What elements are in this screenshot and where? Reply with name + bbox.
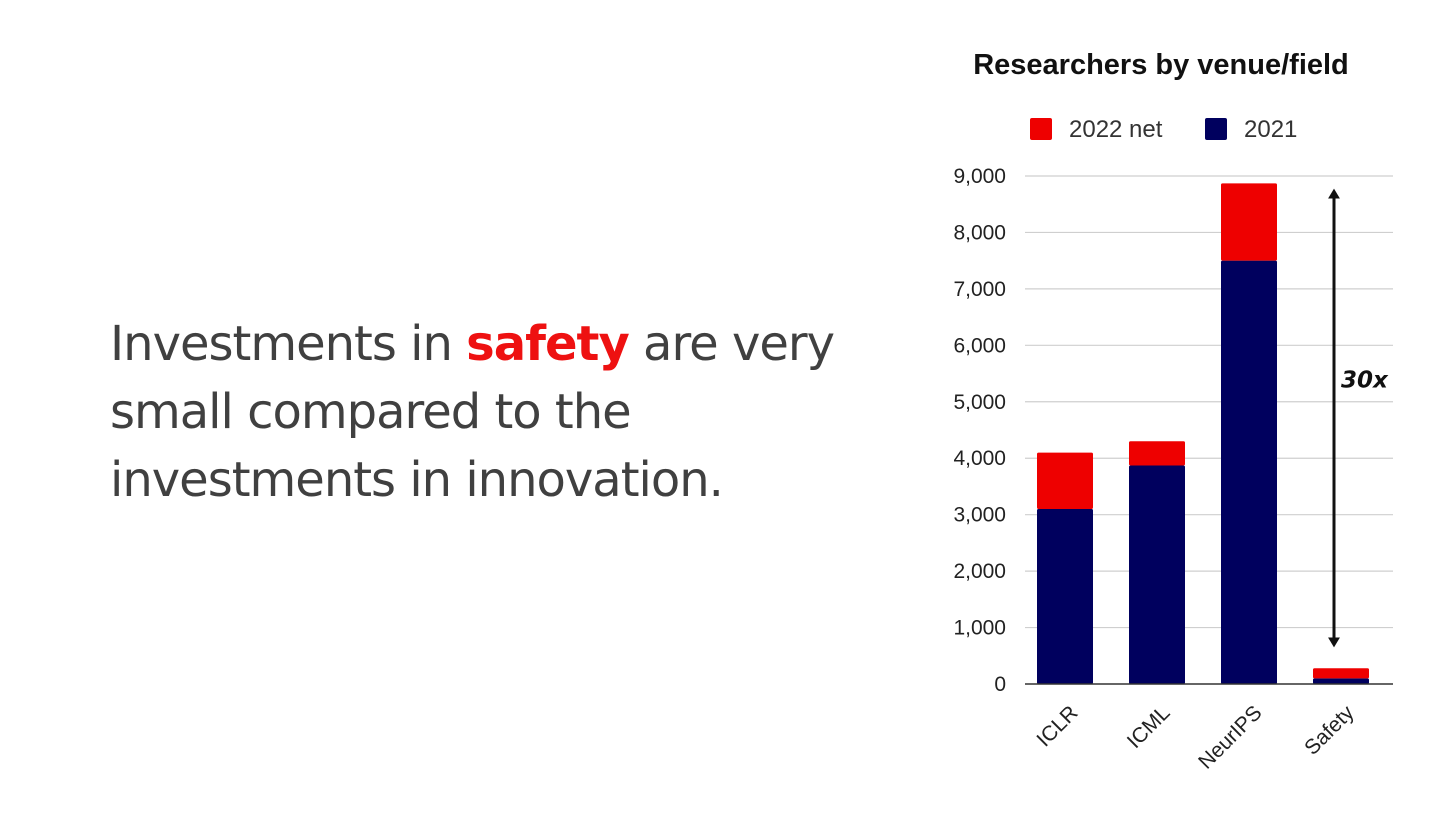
x-tick-label-iclr: ICLR <box>1032 701 1082 751</box>
bar-neurips-2021 <box>1221 260 1277 684</box>
y-tick-label: 1,000 <box>953 617 1006 640</box>
y-tick-label: 3,000 <box>953 504 1006 527</box>
statement-text: Investments in safety are very small com… <box>110 310 870 514</box>
statement-after: are very small compared to the investmen… <box>110 316 835 508</box>
y-tick-label: 0 <box>994 673 1006 696</box>
x-tick-label-safety: Safety <box>1300 701 1359 760</box>
x-tick-label-neurips: NeurIPS <box>1194 701 1266 773</box>
annotation-label: 30x <box>1341 368 1389 394</box>
researchers-bar-chart: Researchers by venue/field 2022 net 2021 … <box>953 49 1393 774</box>
x-tick-label-icml: ICML <box>1123 701 1175 753</box>
chart-annotation: 30x <box>1328 188 1389 648</box>
bar-safety-2022-net <box>1313 668 1369 679</box>
legend-label-2022-net: 2022 net <box>1069 116 1163 143</box>
y-tick-label: 2,000 <box>953 560 1006 583</box>
legend-label-2021: 2021 <box>1244 116 1297 143</box>
bar-neurips-2022-net <box>1221 183 1277 261</box>
bar-iclr-2021 <box>1037 509 1093 684</box>
bar-icml-2022-net <box>1129 441 1185 466</box>
y-axis: 0 1,000 2,000 3,000 4,000 5,000 6,000 7,000 8,00… <box>953 165 1006 696</box>
y-tick-label: 4,000 <box>953 447 1006 470</box>
y-tick-label: 6,000 <box>953 334 1006 357</box>
bar-safety-2021 <box>1313 678 1369 684</box>
chart-legend: 2022 net 2021 <box>1030 116 1297 143</box>
legend-swatch-2022-net <box>1030 118 1052 140</box>
chart-title: Researchers by venue/field <box>973 49 1349 81</box>
x-axis: ICLR ICML NeurIPS Safety <box>1025 683 1393 774</box>
y-tick-label: 9,000 <box>953 165 1006 188</box>
bar-iclr-2022-net <box>1037 452 1093 510</box>
statement-before: Investments in <box>110 316 467 372</box>
chart-bars <box>1037 183 1369 684</box>
statement-highlight: safety <box>466 316 630 372</box>
y-tick-label: 8,000 <box>953 221 1006 244</box>
legend-swatch-2021 <box>1205 118 1227 140</box>
bar-icml-2021 <box>1129 465 1185 684</box>
y-tick-label: 7,000 <box>953 278 1006 301</box>
y-tick-label: 5,000 <box>953 391 1006 414</box>
